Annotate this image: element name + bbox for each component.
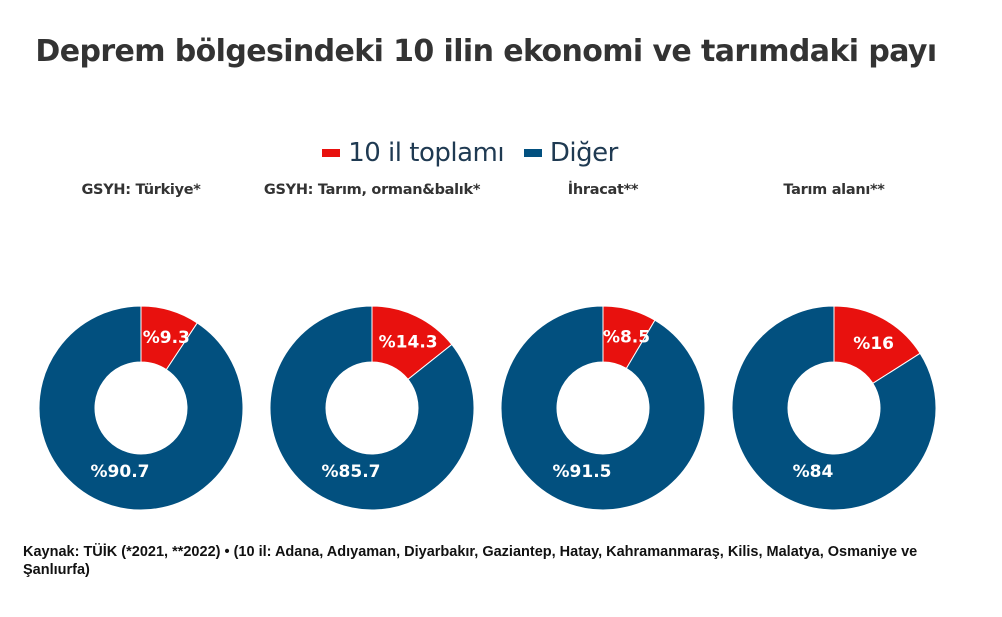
legend-swatch-blue [523,149,542,157]
chart-title: Deprem bölgesindeki 10 ilin ekonomi ve t… [35,34,937,69]
donut-title-ihracat: İhracat** [567,182,639,198]
legend-item-diger[interactable]: Diğer [523,138,618,168]
donut-slice-diger[interactable] [500,305,706,511]
legend-swatch-red [322,149,341,157]
donut-title-gsyh-tarim: GSYH: Tarım, orman&balık* [263,182,481,198]
donut-title-tarim-alani: Tarım alanı** [783,182,885,198]
legend-label: Diğer [549,138,618,168]
slice-label-diger: %91.5 [553,462,612,482]
donut-slice-diger[interactable] [38,305,244,511]
donut-chart-tarim-alani: %16 %84 [731,305,937,511]
slice-label-diger: %90.7 [91,462,150,482]
legend-label: 10 il toplamı [348,138,505,168]
slice-label-10-il: %16 [853,334,894,354]
donut-chart-ihracat: %8.5 %91.5 [500,305,706,511]
slice-label-diger: %85.7 [322,462,381,482]
legend: 10 il toplamı Diğer [0,134,940,168]
slice-label-diger: %84 [793,462,834,482]
slice-label-10-il: %9.3 [143,328,190,348]
donut-chart-gsyh-turkiye: %9.3 %90.7 [38,305,244,511]
donut-chart-gsyh-tarim: %14.3 %85.7 [269,305,475,511]
slice-label-10-il: %14.3 [379,332,438,352]
donut-slice-diger[interactable] [731,305,937,511]
donut-slice-diger[interactable] [269,305,475,511]
source-footer: Kaynak: TÜİK (*2021, **2022) • (10 il: A… [23,544,918,578]
donut-title-gsyh-turkiye: GSYH: Türkiye* [81,182,201,198]
slice-label-10-il: %8.5 [603,328,650,348]
legend-item-10-il[interactable]: 10 il toplamı [322,138,505,168]
